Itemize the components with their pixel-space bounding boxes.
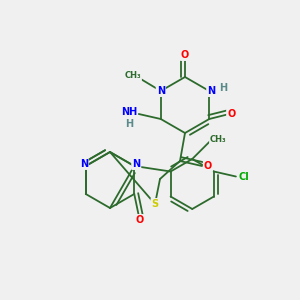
Text: CH₃: CH₃ — [210, 134, 226, 143]
Text: NH: NH — [121, 107, 137, 117]
Text: N: N — [132, 159, 140, 169]
Text: O: O — [135, 215, 143, 225]
Text: CH₃: CH₃ — [124, 71, 141, 80]
Text: O: O — [204, 161, 212, 171]
Text: H: H — [125, 119, 133, 129]
Text: N: N — [80, 159, 88, 169]
Text: O: O — [181, 50, 189, 60]
Text: S: S — [152, 199, 159, 209]
Text: N: N — [207, 86, 215, 96]
Text: H: H — [219, 83, 227, 93]
Text: Cl: Cl — [238, 172, 249, 182]
Text: O: O — [227, 109, 236, 119]
Text: N: N — [157, 86, 165, 96]
